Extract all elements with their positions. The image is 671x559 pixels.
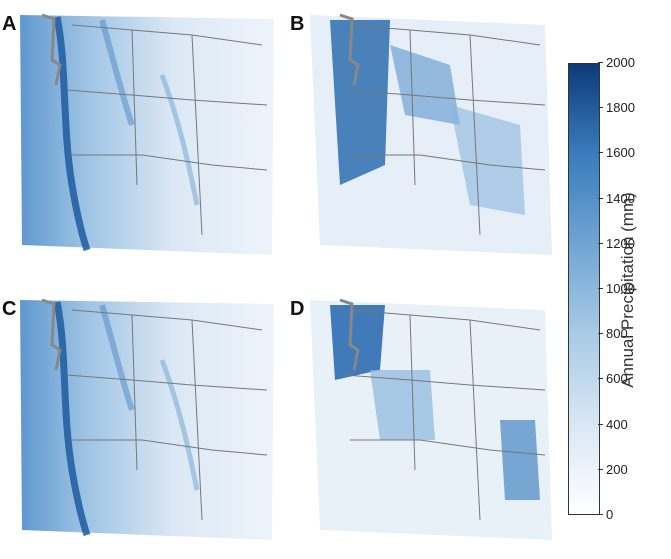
colorbar-tick-label: 1600 [598,145,635,161]
map-panel-d: D [290,290,555,548]
map-panel-c: C [2,290,277,548]
precip-map-c [20,298,274,540]
precip-map-d [310,298,552,540]
colorbar [568,63,600,515]
colorbar-tick-label: 0 [597,507,614,522]
colorbar-tick-label: 2000 [598,55,635,70]
colorbar-tick-label: 800 [598,326,628,342]
colorbar-tick-label: 1200 [598,235,635,251]
colorbar-tick-label: 600 [598,371,628,387]
precip-map-b [310,13,552,255]
colorbar-label: Annual Precipitation (mm) [618,192,637,388]
colorbar-tick-label: 400 [598,416,628,432]
colorbar-tick-label: 200 [598,461,628,477]
panel-label: B [290,13,305,35]
colorbar-tick-label: 1800 [598,100,635,116]
map-panel-a: A [2,5,277,263]
panel-label: A [2,13,17,35]
panel-label: C [2,298,17,320]
panel-label: D [290,298,305,320]
colorbar-tick-label: 1000 [598,281,635,296]
colorbar-tick-label: 1400 [598,190,635,206]
precip-map-a [20,13,274,255]
map-panel-b: B [290,5,555,263]
